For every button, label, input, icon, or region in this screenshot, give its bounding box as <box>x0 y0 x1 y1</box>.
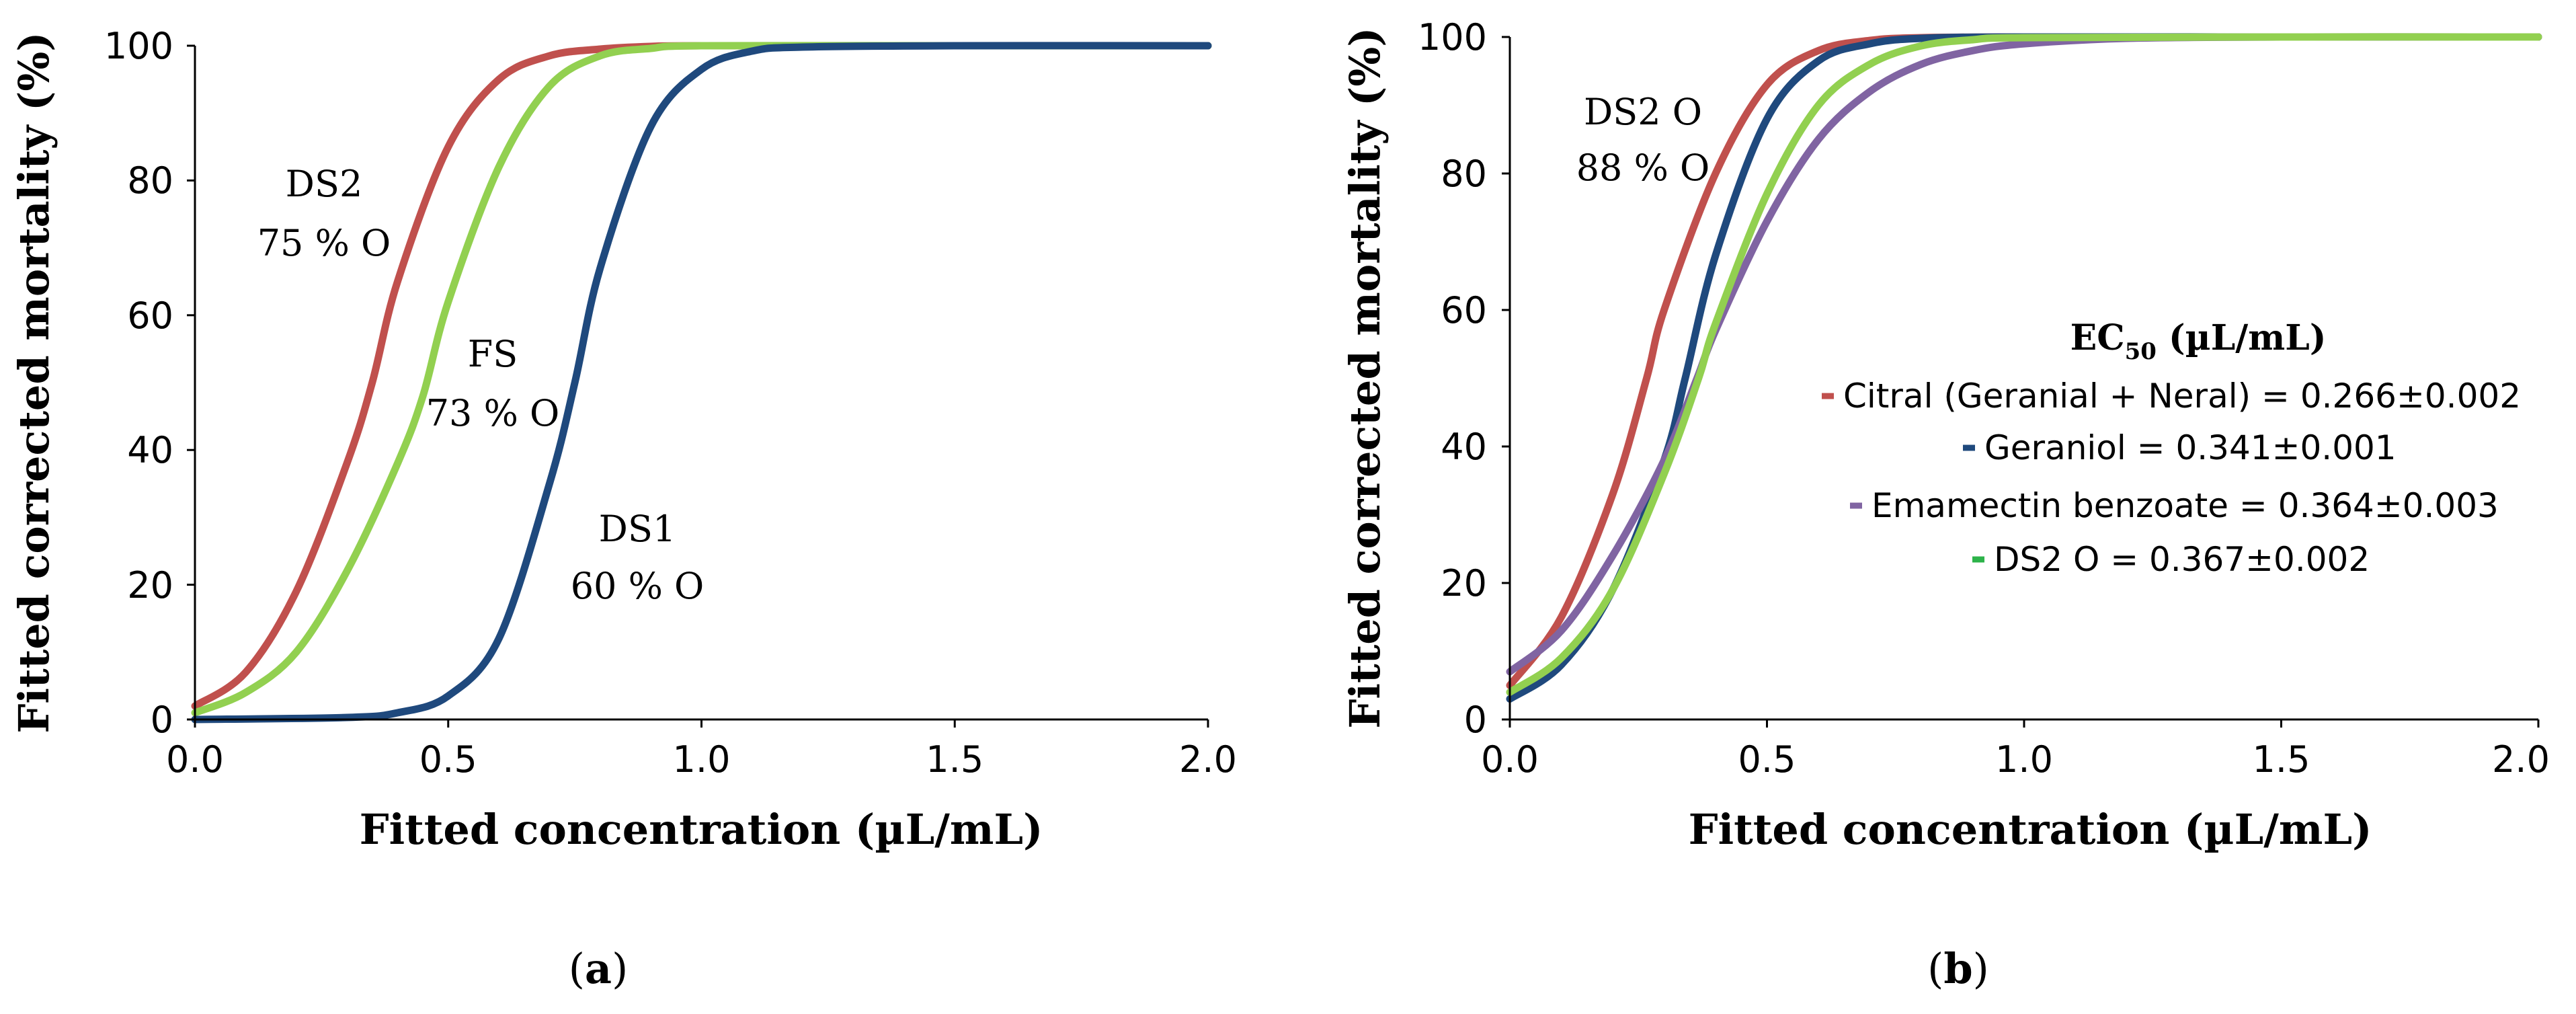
chart-b-y-tick-label: 60 <box>1441 289 1487 332</box>
chart-a-annotation-fs-percent: 73 % O <box>426 392 560 434</box>
chart-a-annotation-ds1: DS1 <box>599 508 676 550</box>
chart-b-y-axis-label: Fitted corrected mortality (%) <box>1340 27 1390 728</box>
chart-b-legend-label-citral: Citral (Geranial + Neral) = 0.266±0.002 <box>1843 377 2521 416</box>
chart-b-y-tick-label: 20 <box>1441 562 1487 604</box>
chart-b-y-tick-label: 0 <box>1464 699 1487 741</box>
chart-b-legend: EC50 (µL/mL) Citral (Geranial + Neral) =… <box>1822 317 2521 579</box>
chart-b-x-tick-label: 1.0 <box>1995 738 2053 781</box>
chart-a-x-tick-label: 1.5 <box>926 738 983 781</box>
chart-b-x-tick-label: 1.5 <box>2253 738 2310 781</box>
chart-b-panel-label: (b) <box>1927 944 1989 993</box>
chart-a-annotation-ds2: DS2 <box>286 163 363 205</box>
chart-a-x-tick-label: 0.5 <box>419 738 477 781</box>
chart-b-curves <box>1506 33 2542 703</box>
chart-b-y-tick-label: 40 <box>1441 426 1487 468</box>
chart-a-annotation-ds1-percent: 60 % O <box>571 565 705 607</box>
chart-a-y-tick-label: 20 <box>127 564 173 607</box>
chart-b-annotation-ds2o-percent: 88 % O <box>1576 147 1710 189</box>
chart-a-x-tick-label: 2.0 <box>1179 738 1237 781</box>
chart-a-x-tick-label: 0.0 <box>166 738 224 781</box>
chart-b-x-ticks: 0.0 0.5 1.0 1.5 2.0 <box>1481 719 2550 781</box>
chart-a-panel-label: (a) <box>569 944 629 993</box>
chart-a-series-line-2 <box>191 42 1212 724</box>
chart-b-series-line-3 <box>1506 33 2542 696</box>
chart-a-y-tick-label: 80 <box>127 159 173 202</box>
chart-a-y-tick-label: 40 <box>127 429 173 471</box>
chart-panel-b: 0 20 40 60 80 100 0.0 0.5 1.0 1.5 2.0 Fi… <box>1340 16 2550 993</box>
chart-panel-a: 0 20 40 60 80 100 0.0 0.5 1.0 1.5 2.0 Fi… <box>9 25 1237 993</box>
chart-b-legend-label-geraniol: Geraniol = 0.341±0.001 <box>1984 428 2397 467</box>
chart-a-annotation-fs: FS <box>468 333 518 375</box>
chart-a-x-tick-label: 1.0 <box>673 738 731 781</box>
chart-b-legend-label-emamectin: Emamectin benzoate = 0.364±0.003 <box>1871 486 2499 525</box>
chart-b-x-tick-label: 0.0 <box>1481 738 1539 781</box>
chart-a-y-ticks: 0 20 40 60 80 100 <box>104 25 195 741</box>
chart-b-y-tick-label: 100 <box>1418 16 1487 58</box>
chart-b-y-ticks: 0 20 40 60 80 100 <box>1418 16 1510 741</box>
chart-a-annotation-ds2-percent: 75 % O <box>257 222 391 264</box>
chart-b-x-tick-label: 2.0 <box>2492 738 2550 781</box>
chart-a-x-axis-label: Fitted concentration (µL/mL) <box>360 805 1043 854</box>
chart-a-y-tick-label: 100 <box>104 25 173 67</box>
chart-b-x-tick-label: 0.5 <box>1738 738 1796 781</box>
chart-b-annotations: DS2 O 88 % O <box>1576 91 1710 189</box>
chart-a-annotations: DS2 75 % O FS 73 % O DS1 60 % O <box>257 163 705 607</box>
chart-b-legend-title: EC50 (µL/mL) <box>2070 317 2327 365</box>
chart-b-annotation-ds2o: DS2 O <box>1584 91 1702 133</box>
chart-a-y-tick-label: 0 <box>151 699 173 741</box>
chart-a-y-tick-label: 60 <box>127 295 173 337</box>
chart-b-y-tick-label: 80 <box>1441 153 1487 195</box>
chart-b-x-axis-label: Fitted concentration (µL/mL) <box>1689 805 2372 854</box>
chart-a-x-ticks: 0.0 0.5 1.0 1.5 2.0 <box>166 719 1237 781</box>
chart-a-y-axis-label: Fitted corrected mortality (%) <box>9 32 58 733</box>
chart-b-legend-label-ds2o: DS2 O = 0.367±0.002 <box>1994 540 2370 579</box>
chart-a-curves <box>191 42 1212 724</box>
